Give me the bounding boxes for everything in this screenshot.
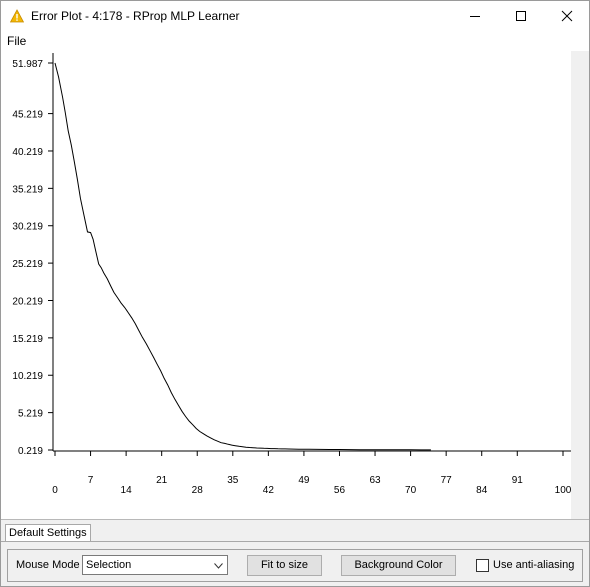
y-axis-ticks: 51.987 45.219 40.219 35.219 30.219 25.219 20.2… xyxy=(12,59,53,457)
y-tick-label: 10.219 xyxy=(12,371,43,382)
x-tick-label: 63 xyxy=(369,475,381,486)
y-tick-label: 45.219 xyxy=(12,110,43,121)
tab-divider xyxy=(1,541,589,542)
settings-panel: Mouse Mode Selection Fit to size Backgro… xyxy=(7,549,583,582)
mouse-mode-value: Selection xyxy=(86,559,132,571)
x-axis-ticks: 0 7 14 21 28 35 42 49 56 63 70 77 84 91 100 xyxy=(52,451,572,496)
x-tick-label: 35 xyxy=(227,475,239,486)
chart-series xyxy=(54,62,431,451)
x-tick-label: 21 xyxy=(156,475,168,486)
tab-default-settings[interactable]: Default Settings xyxy=(5,524,91,542)
maximize-button[interactable] xyxy=(498,1,544,31)
y-tick-label: 25.219 xyxy=(12,259,43,270)
x-tick-label: 49 xyxy=(298,475,310,486)
error-plot-chart[interactable]: 51.987 45.219 40.219 35.219 30.219 25.219 20.2… xyxy=(1,51,572,519)
x-tick-label: 7 xyxy=(88,475,94,486)
y-tick-label: 51.987 xyxy=(12,59,43,70)
y-tick-label: 15.219 xyxy=(12,334,43,345)
y-tick-label: 0.219 xyxy=(18,446,43,457)
x-tick-label: 42 xyxy=(263,485,275,496)
y-tick-label: 40.219 xyxy=(12,147,43,158)
y-tick-label: 5.219 xyxy=(18,409,43,420)
mouse-mode-label: Mouse Mode xyxy=(16,559,80,571)
anti-aliasing-checkbox[interactable] xyxy=(476,559,489,572)
x-tick-label: 91 xyxy=(512,475,524,486)
mouse-mode-select[interactable]: Selection xyxy=(82,555,228,575)
minimize-button[interactable] xyxy=(452,1,498,31)
maximize-icon xyxy=(516,11,526,21)
x-tick-label: 14 xyxy=(121,485,133,496)
plot-area[interactable]: 51.987 45.219 40.219 35.219 30.219 25.219 20.2… xyxy=(1,51,589,520)
anti-aliasing-label[interactable]: Use anti-aliasing xyxy=(493,559,575,571)
warning-triangle-icon xyxy=(10,9,24,23)
chevron-down-icon xyxy=(214,563,223,569)
error-series-line xyxy=(54,62,431,451)
x-tick-label: 56 xyxy=(334,485,346,496)
window-title: Error Plot - 4:178 - RProp MLP Learner xyxy=(31,9,240,23)
menu-file[interactable]: File xyxy=(7,34,27,48)
fit-to-size-button[interactable]: Fit to size xyxy=(247,555,322,576)
x-tick-label: 28 xyxy=(192,485,204,496)
chart-axes xyxy=(52,53,571,452)
plot-right-margin xyxy=(571,51,589,519)
close-button[interactable] xyxy=(544,1,590,31)
close-icon xyxy=(561,10,573,22)
x-tick-label: 70 xyxy=(405,485,417,496)
background-color-button[interactable]: Background Color xyxy=(341,555,456,576)
x-tick-label: 84 xyxy=(476,485,488,496)
x-tick-label: 77 xyxy=(441,475,453,486)
y-tick-label: 35.219 xyxy=(12,184,43,195)
minimize-icon xyxy=(470,16,480,17)
x-tick-label: 100 xyxy=(555,485,571,496)
title-bar[interactable]: Error Plot - 4:178 - RProp MLP Learner xyxy=(1,1,589,31)
y-tick-label: 30.219 xyxy=(12,222,43,233)
menu-bar: File xyxy=(1,31,589,51)
y-tick-label: 20.219 xyxy=(12,296,43,307)
x-tick-label: 0 xyxy=(52,485,58,496)
